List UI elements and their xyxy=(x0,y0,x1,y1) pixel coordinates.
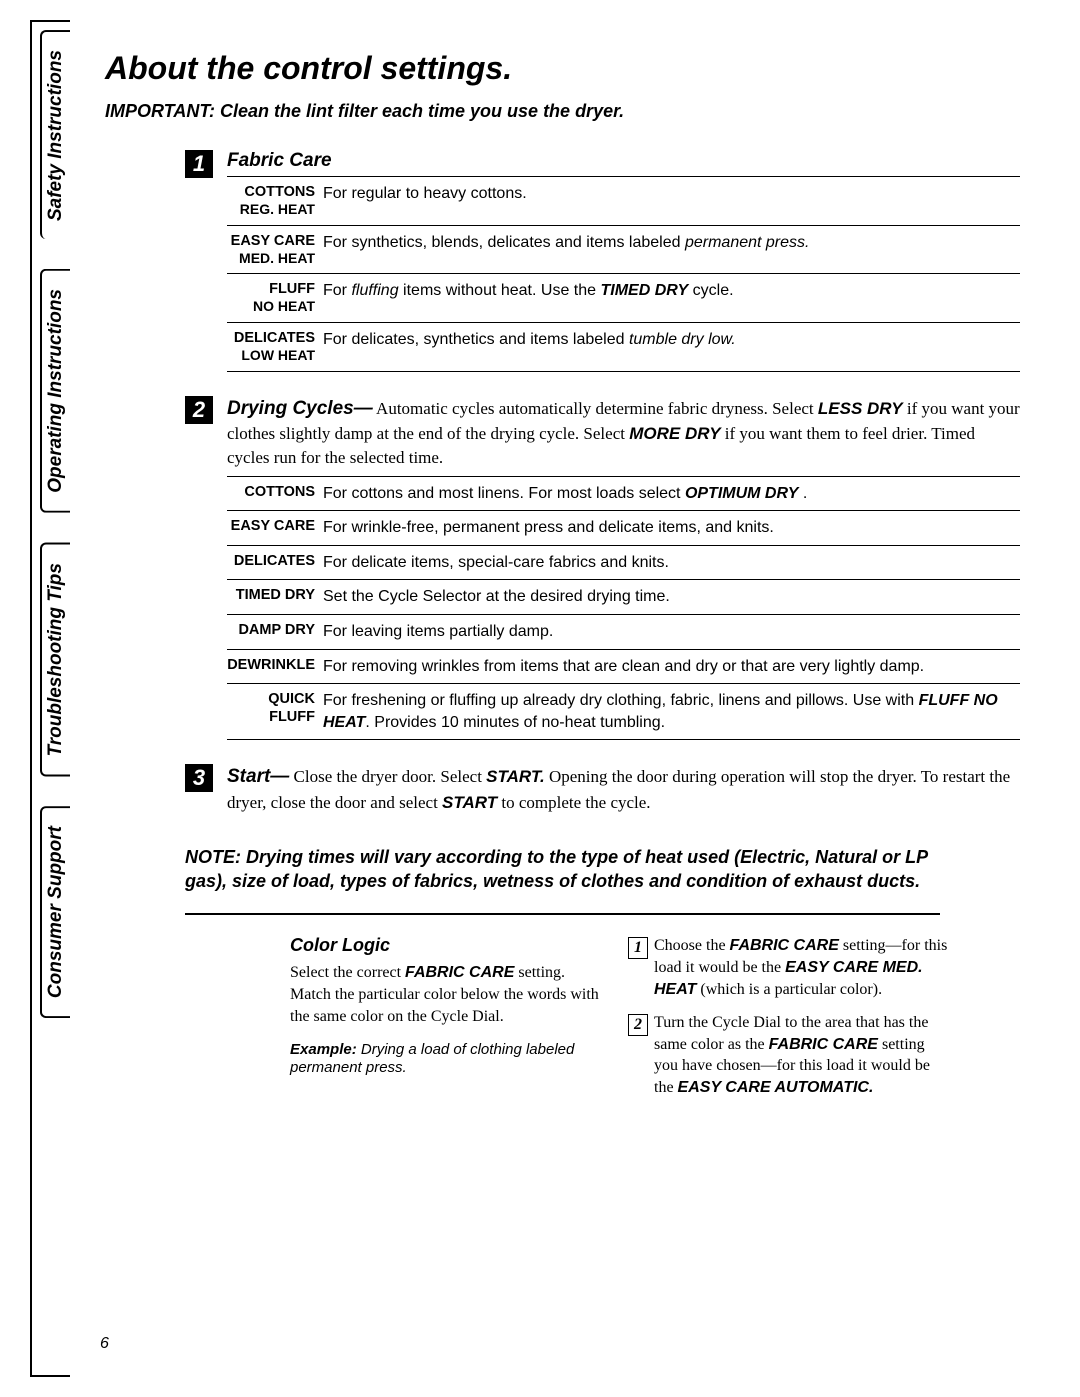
row-label: COTTONS xyxy=(227,483,323,505)
cycle-row-quickfluff: QUICK FLUFF For freshening or fluffing u… xyxy=(227,683,1020,740)
step-3-badge: 3 xyxy=(185,764,213,792)
row-desc: For freshening or fluffing up already dr… xyxy=(323,690,1020,733)
color-logic-step-2: 2 Turn the Cycle Dial to the area that h… xyxy=(628,1012,948,1098)
section-drying-cycles: 2 Drying Cycles— Automatic cycles automa… xyxy=(105,396,1020,741)
page-number: 6 xyxy=(100,1335,109,1353)
row-desc: For removing wrinkles from items that ar… xyxy=(323,656,924,678)
cycle-row-dewrinkle: DEWRINKLE For removing wrinkles from ite… xyxy=(227,649,1020,684)
color-logic-intro: Select the correct FABRIC CARE setting. … xyxy=(290,962,600,1027)
sidebar-tabs: Safety Instructions Operating Instructio… xyxy=(40,30,70,1337)
row-label: DAMP DRY xyxy=(227,621,323,643)
divider xyxy=(185,913,940,915)
row-label: DELICATES xyxy=(227,552,323,574)
row-desc: For delicates, synthetics and items labe… xyxy=(323,329,736,365)
row-desc: For synthetics, blends, delicates and it… xyxy=(323,232,809,268)
fabric-row-delicates: DELICATES LOW HEAT For delicates, synthe… xyxy=(227,322,1020,372)
row-desc: For cottons and most linens. For most lo… xyxy=(323,483,807,505)
row-desc: Set the Cycle Selector at the desired dr… xyxy=(323,586,670,608)
page-title: About the control settings. xyxy=(105,50,1020,87)
fabric-row-easycare: EASY CARE MED. HEAT For synthetics, blen… xyxy=(227,225,1020,274)
row-desc: For leaving items partially damp. xyxy=(323,621,553,643)
tab-troubleshooting: Troubleshooting Tips xyxy=(40,543,70,777)
drying-times-note: NOTE: Drying times will vary according t… xyxy=(185,845,940,894)
tab-operating: Operating Instructions xyxy=(40,269,70,513)
row-desc: For wrinkle-free, permanent press and de… xyxy=(323,517,774,539)
row-label: QUICK FLUFF xyxy=(227,690,323,733)
section-fabric-care: 1 Fabric Care COTTONS REG. HEAT For regu… xyxy=(105,150,1020,372)
row-desc: For delicate items, special-care fabrics… xyxy=(323,552,669,574)
row-label: EASY CARE xyxy=(227,517,323,539)
cycle-row-delicates: DELICATES For delicate items, special-ca… xyxy=(227,545,1020,580)
row-desc: For fluffing items without heat. Use the… xyxy=(323,280,734,316)
step-1-badge: 1 xyxy=(185,150,213,178)
step-2-badge: 2 xyxy=(185,396,213,424)
row-label: COTTONS REG. HEAT xyxy=(227,183,323,219)
color-logic-section: Color Logic Select the correct FABRIC CA… xyxy=(290,935,1020,1110)
fabric-row-cottons: COTTONS REG. HEAT For regular to heavy c… xyxy=(227,176,1020,225)
cycle-row-timed: TIMED DRY Set the Cycle Selector at the … xyxy=(227,579,1020,614)
row-label: DEWRINKLE xyxy=(227,656,323,678)
drying-cycles-intro: Drying Cycles— Automatic cycles automati… xyxy=(227,396,1020,470)
box-2-icon: 2 xyxy=(628,1014,648,1036)
fabric-row-fluff: FLUFF NO HEAT For fluffing items without… xyxy=(227,273,1020,322)
row-desc: For regular to heavy cottons. xyxy=(323,183,527,219)
row-label: DELICATES LOW HEAT xyxy=(227,329,323,365)
tab-consumer-support: Consumer Support xyxy=(40,806,70,1018)
row-label: TIMED DRY xyxy=(227,586,323,608)
section-start: 3 Start— Close the dryer door. Select ST… xyxy=(105,764,1020,814)
important-notice: IMPORTANT: Clean the lint filter each ti… xyxy=(105,101,1020,122)
row-label: EASY CARE MED. HEAT xyxy=(227,232,323,268)
color-logic-step-1: 1 Choose the FABRIC CARE setting—for thi… xyxy=(628,935,948,1000)
tab-safety: Safety Instructions xyxy=(40,30,70,239)
fabric-care-heading: Fabric Care xyxy=(227,150,1020,172)
color-logic-example: Example: Drying a load of clothing label… xyxy=(290,1041,600,1077)
row-label: FLUFF NO HEAT xyxy=(227,280,323,316)
cycle-row-easycare: EASY CARE For wrinkle-free, permanent pr… xyxy=(227,510,1020,545)
start-text: Start— Close the dryer door. Select STAR… xyxy=(227,764,1020,814)
color-logic-heading: Color Logic xyxy=(290,935,600,956)
box-1-icon: 1 xyxy=(628,937,648,959)
cycle-row-cottons: COTTONS For cottons and most linens. For… xyxy=(227,476,1020,511)
page-content: About the control settings. IMPORTANT: C… xyxy=(105,50,1020,1111)
cycle-row-damp: DAMP DRY For leaving items partially dam… xyxy=(227,614,1020,649)
